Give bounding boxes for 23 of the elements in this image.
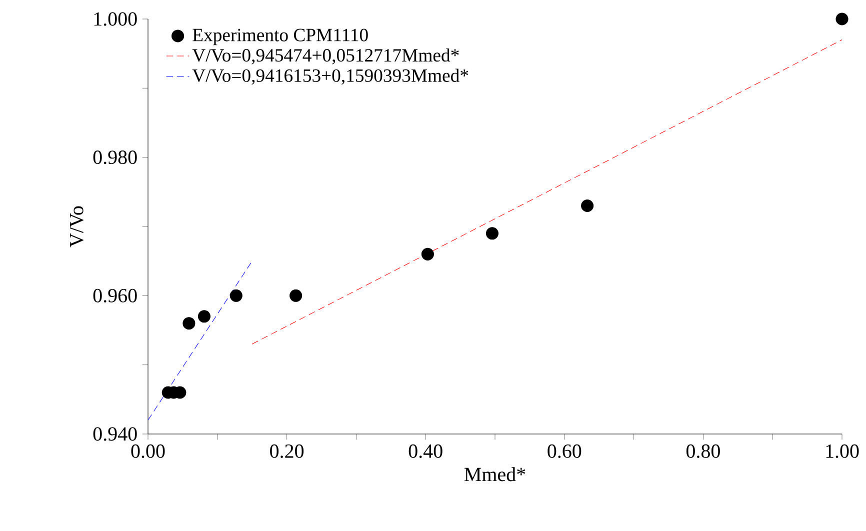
point <box>182 317 196 330</box>
x-tick-label: 0.00 <box>131 444 165 458</box>
legend-label: Experimento CPM1110 <box>192 28 368 46</box>
point <box>836 12 848 26</box>
y-tick-label: 0.960 <box>93 288 137 302</box>
x-tick-label: 0.60 <box>548 444 582 458</box>
y-tick-label: 0.980 <box>93 150 137 164</box>
point <box>230 289 242 302</box>
y-tick-label: 1.000 <box>94 12 137 26</box>
legend-label: V/Vo=0,9416153+0,1590393Mmed* <box>192 68 468 85</box>
x-tick-label: 0.20 <box>270 444 304 458</box>
point <box>421 248 434 260</box>
x-tick-label: 1.00 <box>826 444 859 458</box>
y-tick-label: 0.940 <box>93 427 137 441</box>
x-tick-label: 0.40 <box>408 444 442 458</box>
point <box>290 289 302 302</box>
legend-label: V/Vo=0,945474+0,0512717Mmed* <box>192 48 459 64</box>
x-tick-label: 0.80 <box>686 444 720 458</box>
x-axis-title: Mmed* <box>464 467 526 482</box>
point <box>581 199 594 212</box>
y-axis-title: V/Vo <box>70 206 84 248</box>
point <box>486 227 498 240</box>
point <box>198 310 210 323</box>
